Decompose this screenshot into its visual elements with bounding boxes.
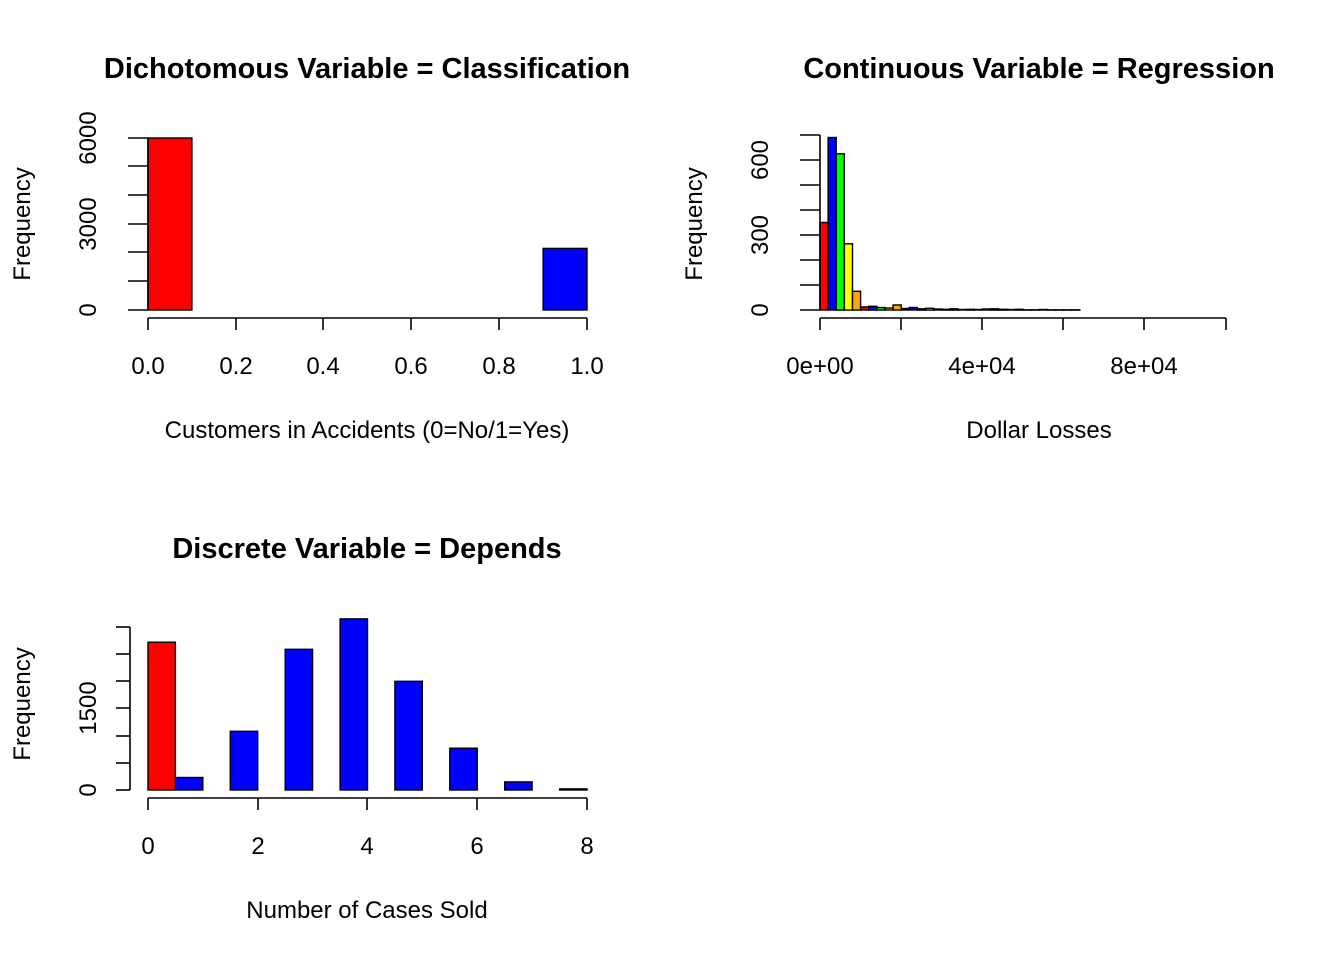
histogram-bar <box>819 221 829 311</box>
histogram-bar <box>147 641 177 791</box>
histogram-bar <box>957 308 967 311</box>
histogram-bar <box>859 306 870 311</box>
x-axis-label: Customers in Accidents (0=No/1=Yes) <box>165 417 570 444</box>
y-tick-label: 600 <box>747 140 774 180</box>
y-tick-label: 6000 <box>75 111 102 164</box>
histogram-classification: Dichotomous Variable = Classification 0 … <box>9 53 630 444</box>
x-ticks <box>147 798 588 810</box>
x-tick-label: 1.0 <box>570 353 603 380</box>
x-ticks <box>819 318 1227 330</box>
y-tick-label: 300 <box>747 215 774 255</box>
x-tick-label: 8 <box>580 833 593 860</box>
histogram-bar <box>941 308 951 311</box>
histogram-regression: Continuous Variable = Regression 0 300 6… <box>681 53 1275 444</box>
chart-title: Dichotomous Variable = Classification <box>104 53 630 85</box>
x-tick-label: 0.2 <box>219 353 252 380</box>
x-tick-label: 8e+04 <box>1110 353 1177 380</box>
y-tick-label: 3000 <box>75 197 102 250</box>
histogram-bar <box>851 290 862 311</box>
histogram-bar <box>147 137 193 311</box>
bars <box>147 618 588 791</box>
histogram-bar <box>989 308 1000 311</box>
histogram-bar <box>284 648 314 791</box>
histogram-bar <box>827 136 837 311</box>
histogram-bar <box>558 788 588 791</box>
histogram-bar <box>504 781 533 791</box>
x-tick-label: 0.8 <box>482 353 515 380</box>
x-tick-label: 0e+00 <box>786 353 853 380</box>
x-tick-label: 6 <box>470 833 483 860</box>
y-axis-label: Frequency <box>681 167 708 280</box>
histogram-bar <box>449 747 478 791</box>
histogram-bar <box>900 307 911 311</box>
histogram-bar <box>884 307 894 311</box>
y-axis-label: Frequency <box>9 167 36 280</box>
x-tick-label: 2 <box>251 833 264 860</box>
histogram-bar <box>174 776 204 791</box>
histogram-bar <box>868 305 878 311</box>
x-tick-label: 4e+04 <box>948 353 1015 380</box>
x-axis-label: Dollar Losses <box>966 417 1111 444</box>
x-tick-label: 0.4 <box>306 353 339 380</box>
histogram-bar <box>933 308 943 311</box>
y-tick-label: 0 <box>747 303 774 316</box>
x-ticks <box>147 318 588 330</box>
chart-title: Discrete Variable = Depends <box>172 533 561 565</box>
bars <box>819 136 1081 311</box>
histogram-bar <box>229 730 259 791</box>
histogram-bar <box>924 307 935 311</box>
histogram-bar <box>876 306 886 311</box>
histogram-bar <box>973 308 984 311</box>
histogram-bar <box>916 308 927 311</box>
histogram-bar <box>908 306 919 311</box>
histogram-bar <box>339 618 369 791</box>
histogram-discrete: Discrete Variable = Depends 0 1500 0 2 4… <box>9 533 594 924</box>
histogram-bar <box>394 680 423 791</box>
histogram-bar <box>981 308 992 311</box>
y-tick-label: 0 <box>75 783 102 796</box>
x-tick-label: 0.0 <box>131 353 164 380</box>
histogram-bar <box>997 308 1008 311</box>
y-axis-label: Frequency <box>9 647 36 760</box>
histogram-bar <box>949 308 959 311</box>
y-ticks <box>128 137 148 311</box>
histogram-bar <box>1014 308 1024 311</box>
x-tick-label: 0 <box>141 833 154 860</box>
histogram-bar <box>835 153 846 311</box>
bars <box>147 137 588 311</box>
histogram-bar <box>843 243 854 311</box>
histogram-bar <box>1038 308 1048 311</box>
y-tick-label: 0 <box>75 303 102 316</box>
y-ticks <box>116 626 130 791</box>
x-axis-label: Number of Cases Sold <box>246 897 487 924</box>
histogram-bar <box>965 308 976 311</box>
histogram-bar <box>1006 308 1016 311</box>
x-tick-label: 4 <box>360 833 373 860</box>
histogram-bar <box>892 304 902 311</box>
chart-title: Continuous Variable = Regression <box>803 53 1274 85</box>
y-tick-label: 1500 <box>75 681 102 734</box>
y-ticks <box>800 134 820 311</box>
histogram-bar <box>542 247 588 311</box>
x-tick-label: 0.6 <box>394 353 427 380</box>
